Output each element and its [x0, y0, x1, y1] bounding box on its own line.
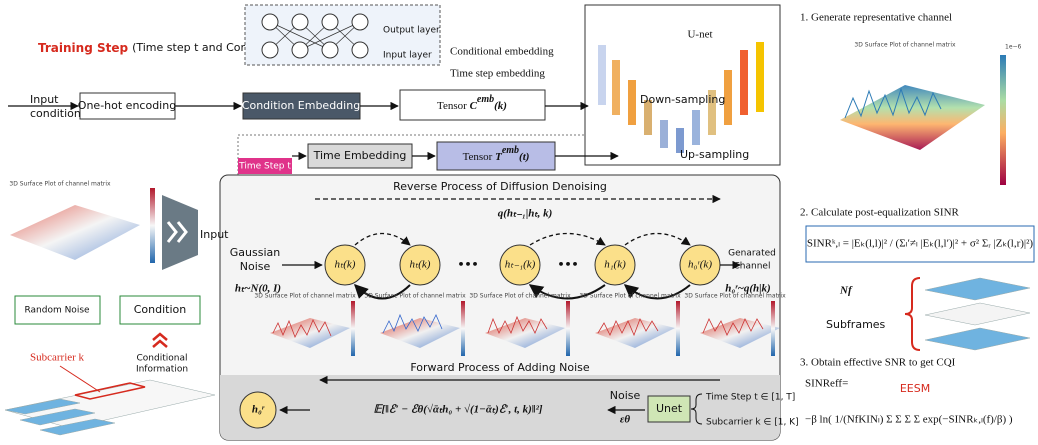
- node-label: hₜ(k): [335, 259, 356, 271]
- tensor-sup: emb: [502, 145, 519, 156]
- subcarrier-label: Subcarrier k: [30, 352, 85, 364]
- nf-label: Nf: [839, 285, 853, 297]
- ellipsis: •••: [457, 258, 478, 271]
- plot-title: 3D Surface Plot of channel matrix: [684, 293, 786, 300]
- noise-label: Noise: [610, 389, 641, 402]
- unet-title: U-net: [687, 29, 712, 41]
- loss-formula: 𝔼[‖ℰ′ − ℰθ(√ᾱₜh₀ + √(1−ᾱₜ)ℰ′, t, k)‖²]: [373, 404, 542, 416]
- generated-label-2: Channel: [734, 262, 771, 272]
- node-label: hₜ(k): [410, 259, 431, 271]
- left-plot-surface: [10, 205, 140, 260]
- node-label: h₀ʳ(k): [688, 259, 712, 271]
- condition-label: Condition: [134, 303, 187, 316]
- eesm-formula: −β ln( 1/(NfKINₗ) Σ Σ Σ Σ exp(−SINRₖ,ₗ(f…: [805, 414, 1013, 426]
- step1: 1. Generate representative channel: [800, 12, 952, 24]
- subframe-grids: [925, 278, 1030, 350]
- left-input: Input: [200, 228, 229, 241]
- down-sampling: Down-sampling: [640, 93, 725, 106]
- plot-title: 3D Surface Plot of channel matrix: [254, 293, 356, 300]
- subframes-label: Subframes: [826, 318, 886, 331]
- node-label: h₁(k): [604, 259, 626, 271]
- right-colorbar: [1000, 55, 1006, 185]
- subframe-brace: [905, 278, 920, 350]
- generated-label-1: Genarated: [728, 249, 776, 259]
- output-layer: Output layer: [383, 26, 440, 36]
- pointer: [60, 366, 100, 392]
- step2: 2. Calculate post-equalization SINR: [800, 207, 960, 219]
- tensor-word: Tensor: [463, 151, 493, 163]
- time-step-embedding: Time step embedding: [450, 68, 545, 80]
- unet-small-label: Unet: [656, 402, 683, 415]
- info-label-1: Conditional: [137, 354, 188, 364]
- page: Diffusion channel generation diagram htm…: [0, 0, 1038, 445]
- step3: 3. Obtain effective SNR to get CQI: [800, 357, 956, 369]
- sinr-formula: SINRᵏ,ₗ = |Eₖ(l,l)|² / (Σₗ′≠ₗ |Eₖ(l,l′)|…: [807, 238, 1034, 250]
- ellipsis: •••: [557, 258, 578, 271]
- diagram: Training Step(Time step t and Condition …: [0, 0, 1038, 445]
- transition-label: q(hₜ₋₁|hₜ, k): [498, 208, 553, 220]
- input-layer: Input layer: [383, 51, 432, 61]
- time-range: Time Step t ∈ [1, T]: [705, 393, 795, 403]
- up-chevrons: [153, 334, 167, 347]
- up-sampling: Up-sampling: [680, 148, 749, 161]
- title-main: Training Step: [38, 41, 128, 55]
- right-plot-surface: [840, 85, 985, 150]
- time-tab-label: Time Step t: [238, 162, 291, 172]
- condition-embedding-label: Condition Embedding: [242, 99, 360, 112]
- plot-title: 3D Surface Plot of channel matrix: [579, 293, 681, 300]
- result-label: h₀ʳ: [252, 404, 265, 416]
- tensor-sup: emb: [477, 94, 494, 105]
- input-funnel: [162, 195, 198, 270]
- node-label: hₜ₋₁(k): [505, 259, 536, 271]
- tensor-arg: (k): [494, 100, 507, 112]
- tensor-arg: (t): [519, 151, 529, 163]
- reverse-label: Reverse Process of Diffusion Denoising: [393, 180, 607, 193]
- time-embedding-label: Time Embedding: [313, 149, 407, 162]
- forward-label: Forward Process of Adding Noise: [410, 361, 590, 374]
- body: { "header": {"title": "Training Step", "…: [0, 0, 1038, 445]
- right-plot-title: 3D Surface Plot of channel matrix: [854, 42, 956, 49]
- info-label-2: Information: [136, 365, 188, 375]
- left-plot-colorbar: [150, 188, 155, 263]
- plot-title: 3D Surface Plot of channel matrix: [364, 293, 466, 300]
- left-plot-title: 3D Surface Plot of channel matrix: [9, 181, 111, 188]
- conditional-embedding: Conditional embedding: [450, 46, 554, 58]
- eps-label: εθ: [620, 414, 631, 426]
- right-plot-scale: 1e−6: [1005, 44, 1022, 51]
- tensor-word: Tensor: [437, 100, 467, 112]
- subcarrier-range: Subcarrier k ∈ [1, K]: [706, 418, 799, 428]
- one-hot-label: One-hot encoding: [78, 99, 176, 112]
- noise-label-2: Noise: [240, 260, 271, 273]
- input-condition-1: Input: [30, 93, 59, 106]
- eesm-label: EESM: [900, 382, 930, 395]
- noise-label-1: Gaussian: [230, 246, 280, 259]
- plot-title: 3D Surface Plot of channel matrix: [469, 293, 571, 300]
- resource-grid: [5, 380, 215, 435]
- random-noise-label: Random Noise: [24, 306, 90, 316]
- sinr-eff: SINReff=: [805, 378, 848, 390]
